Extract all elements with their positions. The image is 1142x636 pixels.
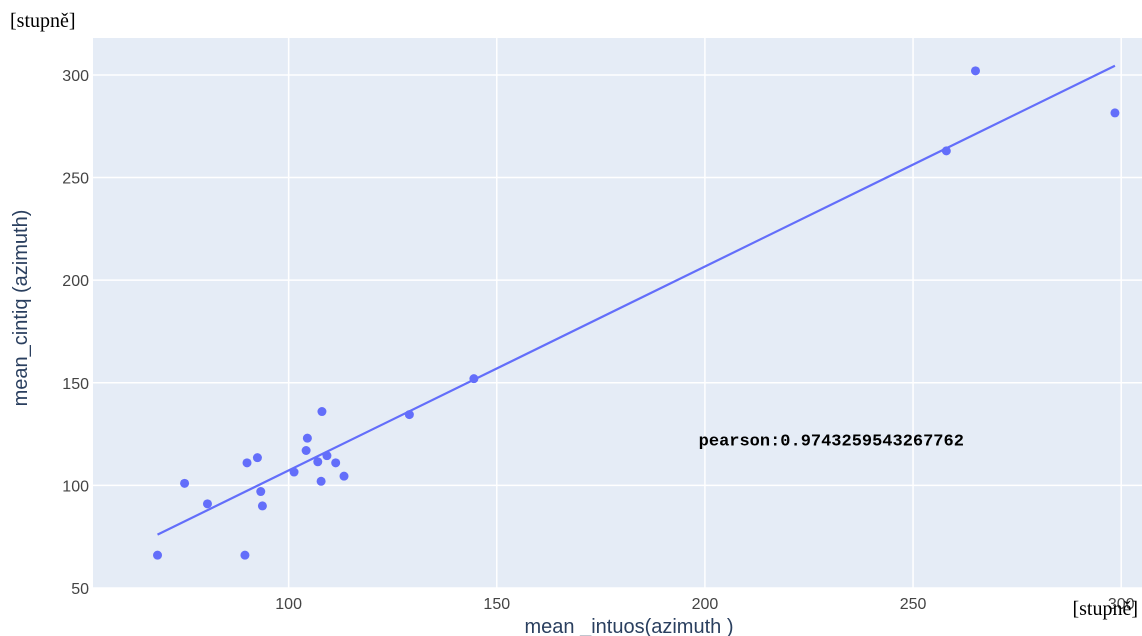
plot-area bbox=[93, 38, 1142, 588]
data-point bbox=[469, 374, 479, 384]
pearson-annotation: pearson:0.9743259543267762 bbox=[699, 432, 964, 451]
data-point bbox=[339, 471, 349, 481]
data-point bbox=[202, 499, 212, 509]
x-tick-label: 150 bbox=[483, 596, 510, 613]
data-point bbox=[331, 458, 341, 468]
data-point bbox=[153, 550, 163, 560]
data-point bbox=[301, 446, 311, 455]
data-point bbox=[316, 476, 326, 486]
y-unit-label: [stupně] bbox=[10, 10, 76, 32]
data-point bbox=[404, 410, 414, 420]
x-unit-label: [stupně] bbox=[1072, 598, 1138, 620]
trend-line bbox=[157, 64, 1116, 536]
x-tick-label: 250 bbox=[900, 596, 927, 613]
x-tick-label: 200 bbox=[692, 596, 719, 613]
data-point bbox=[941, 146, 951, 156]
y-tick-label: 150 bbox=[62, 376, 89, 393]
tick-labels: 100 150 200 250 300 50 100 150 200 250 300 bbox=[62, 68, 1134, 613]
y-tick-label: 100 bbox=[62, 478, 89, 495]
x-axis-title: mean _intuos(azimuth ) bbox=[525, 616, 734, 636]
data-point bbox=[289, 467, 299, 477]
x-tick-label: 100 bbox=[275, 596, 302, 613]
data-point bbox=[180, 478, 190, 488]
x-tick-label: 300 bbox=[1108, 596, 1135, 613]
data-points bbox=[153, 66, 1120, 560]
y-tick-label: 50 bbox=[71, 581, 89, 598]
y-tick-label: 250 bbox=[62, 171, 89, 188]
y-tick-label: 200 bbox=[62, 273, 89, 290]
data-point bbox=[242, 458, 252, 468]
y-axis-title: mean_cintiq (azimuth) bbox=[10, 210, 32, 407]
data-point bbox=[256, 487, 266, 497]
data-point bbox=[317, 407, 327, 417]
data-point bbox=[313, 457, 323, 467]
data-point bbox=[252, 453, 262, 463]
data-point bbox=[970, 66, 980, 76]
data-point bbox=[322, 451, 332, 461]
y-tick-label: 300 bbox=[62, 68, 89, 85]
data-point bbox=[240, 550, 250, 560]
grid-lines bbox=[93, 38, 1142, 589]
data-point bbox=[302, 433, 312, 443]
data-point bbox=[257, 501, 267, 511]
data-point bbox=[1110, 108, 1120, 118]
